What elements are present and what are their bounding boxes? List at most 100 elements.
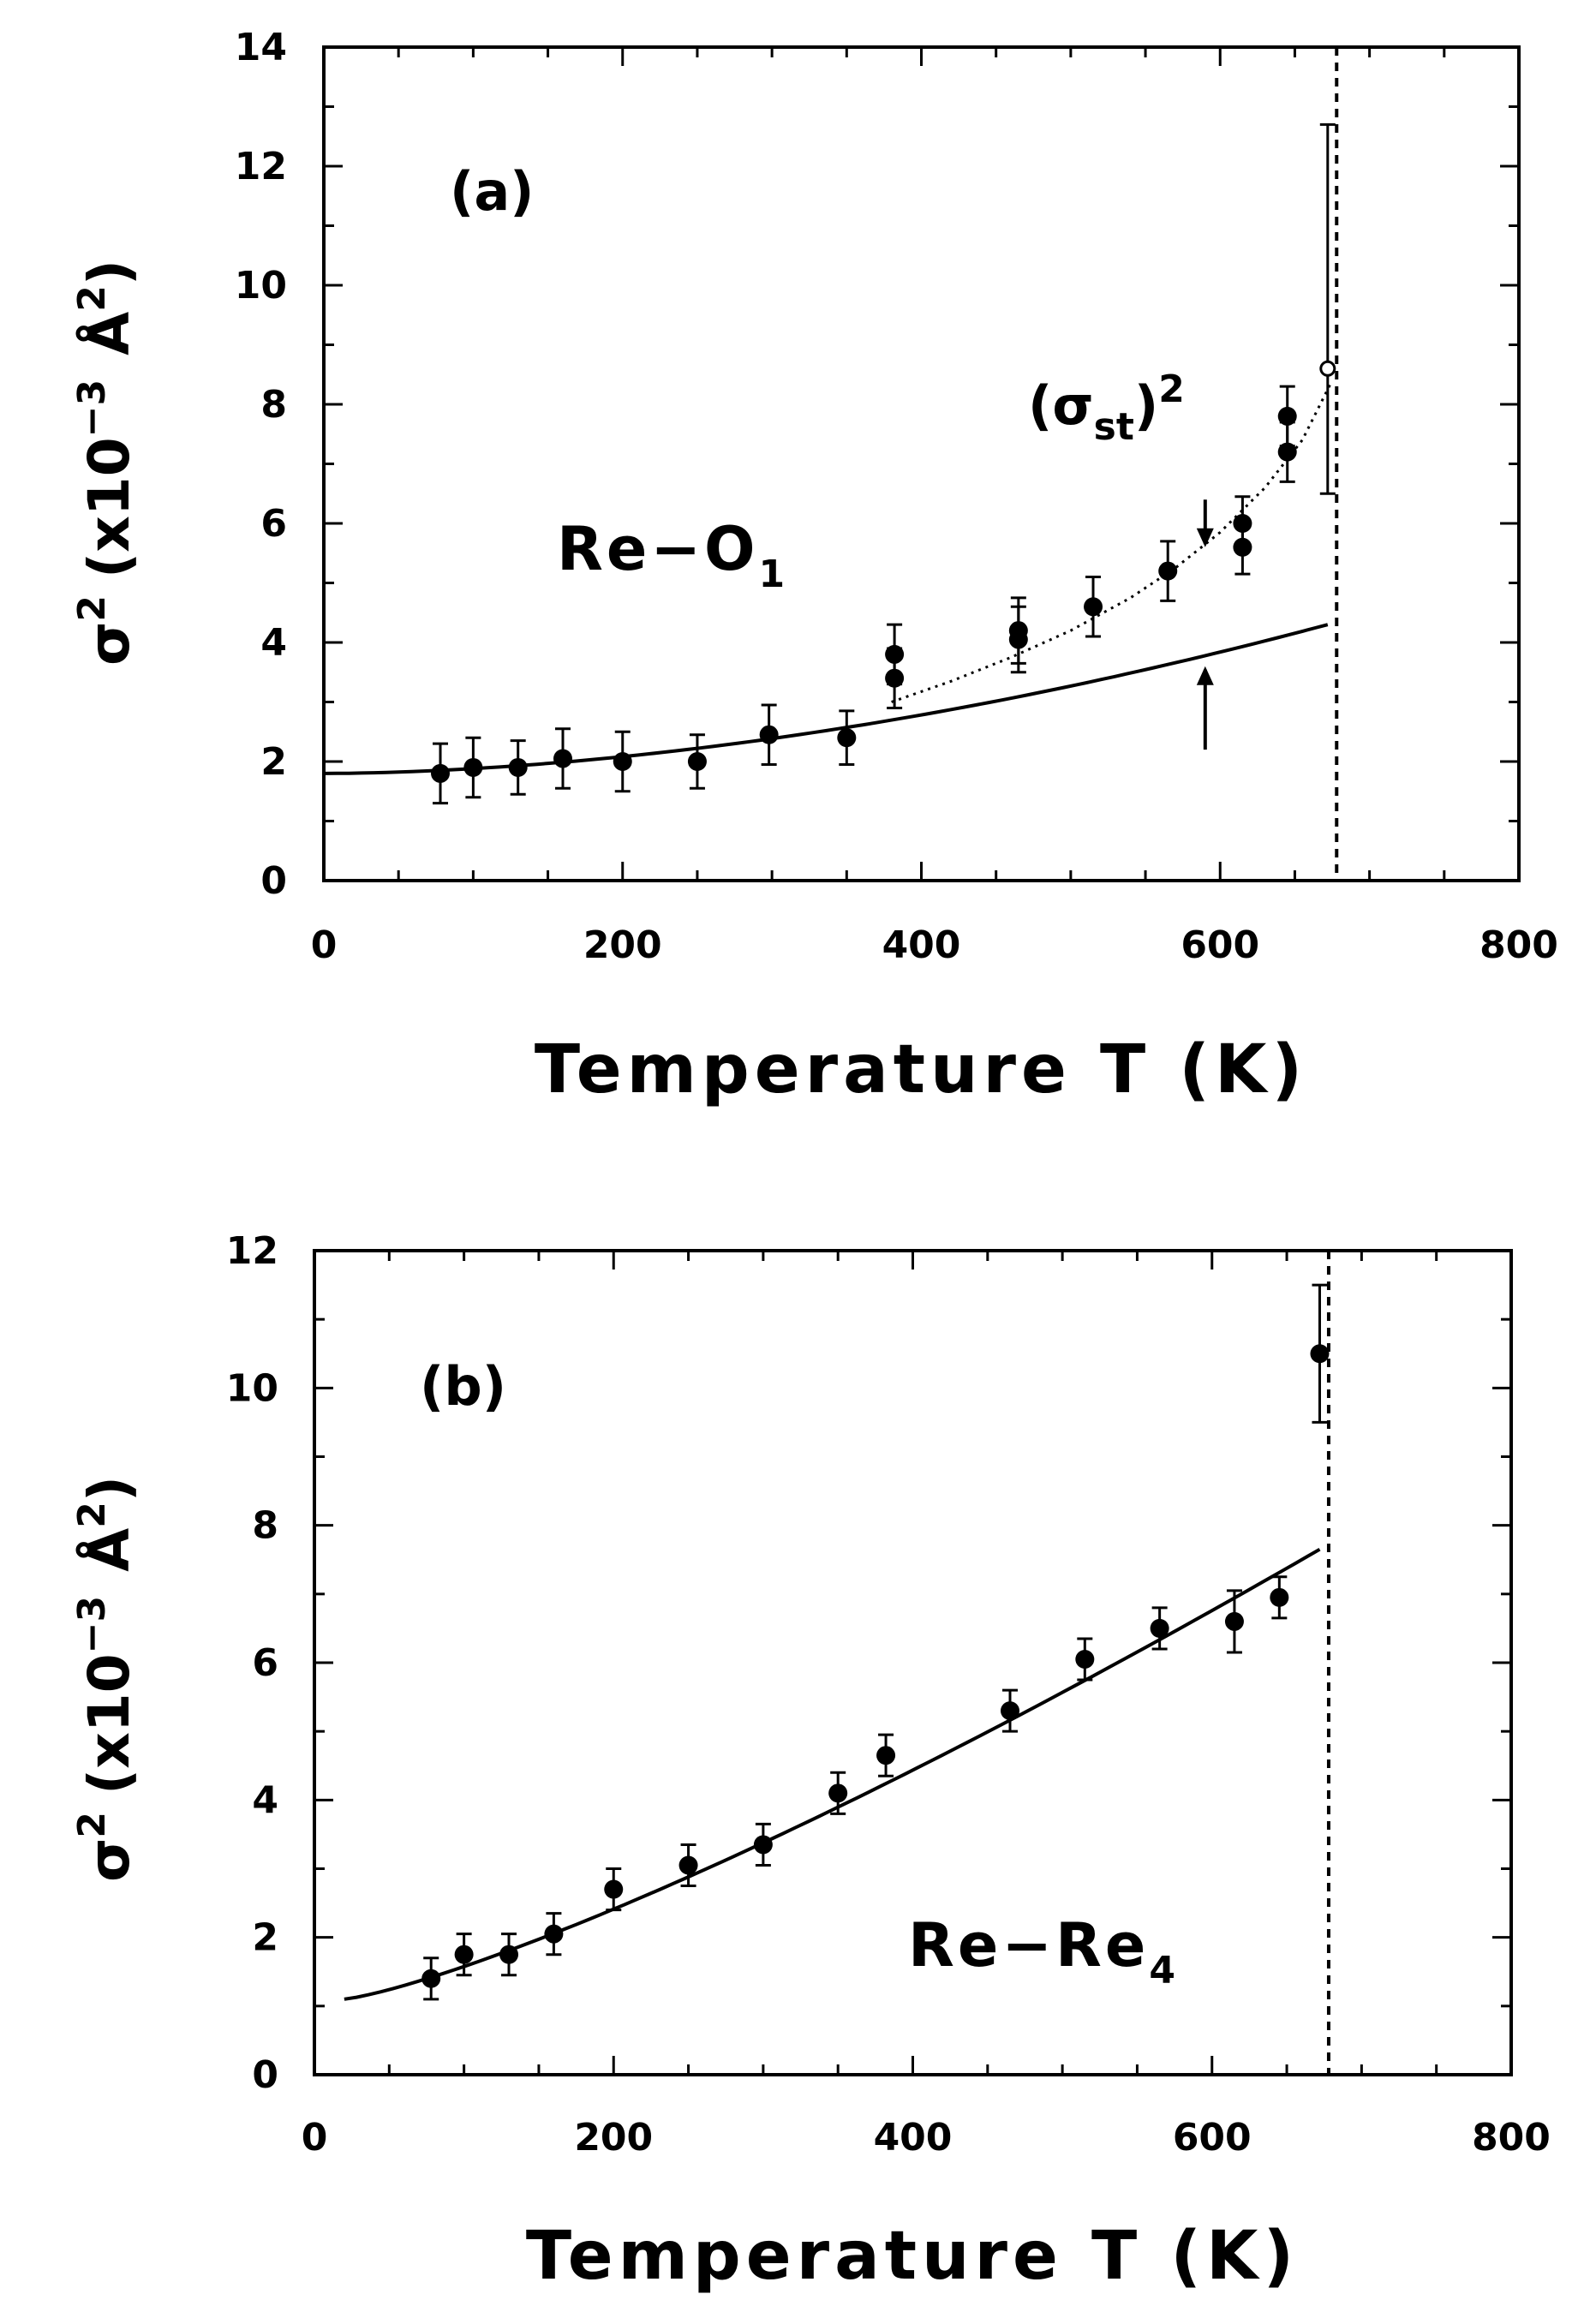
data-point: [463, 736, 483, 799]
x-tick-label: 800: [1472, 2116, 1551, 2160]
data-point: [1277, 421, 1297, 483]
marker: [463, 757, 483, 777]
data-point: [1319, 122, 1336, 495]
data-point: [885, 647, 905, 709]
data-point: [454, 1933, 474, 1977]
arrows-a: [1196, 499, 1214, 750]
panel-label-b: (b): [420, 1355, 506, 1418]
x-tick-label: 400: [874, 2116, 953, 2160]
series-label-a: Re−O1: [557, 514, 788, 596]
data-point: [876, 1733, 896, 1777]
data-point: [687, 733, 707, 790]
data-point: [1310, 1283, 1330, 1424]
y-axis-title-b: σ2(x10−3Å2): [70, 1476, 142, 1882]
marker: [1224, 1611, 1244, 1631]
x-tick-label: 200: [574, 2116, 653, 2160]
data-point: [613, 730, 632, 793]
marker: [1084, 597, 1103, 617]
x-tick-label: 600: [1181, 923, 1259, 967]
x-tick-labels-b: 0 200 400 600 800: [302, 2116, 1551, 2160]
panel-b: 0 200 400 600 800 0 2 4 6 8 10 12 (b) Re−Re4 σ2(x1…: [70, 1229, 1551, 2295]
marker: [1150, 1618, 1169, 1638]
marker: [1310, 1344, 1330, 1364]
marker: [828, 1783, 848, 1803]
marker: [753, 1835, 773, 1855]
panel-label-a: (a): [450, 160, 535, 223]
y-tick-label: 14: [235, 26, 287, 69]
data-point: [1008, 605, 1028, 674]
data-point: [431, 742, 451, 805]
data-point: [421, 1957, 441, 2001]
y-tick-label: 6: [260, 502, 287, 546]
y-tick-label: 10: [226, 1366, 278, 1410]
marker: [1277, 442, 1297, 462]
marker: [613, 752, 632, 771]
data-points-a: [431, 122, 1336, 805]
y-tick-label: 4: [252, 1778, 278, 1822]
marker: [1319, 360, 1336, 377]
data-point: [499, 1933, 519, 1977]
y-tick-label: 8: [260, 383, 287, 427]
data-point: [604, 1867, 624, 1912]
y-tick-label: 0: [252, 2053, 278, 2097]
y-tick-label: 10: [235, 264, 287, 308]
data-point: [1001, 1688, 1020, 1733]
arrow-down-head: [1196, 528, 1214, 547]
y-tick-label: 6: [252, 1641, 278, 1685]
data-point: [1224, 1589, 1244, 1654]
marker: [1233, 537, 1252, 557]
x-tick-label: 0: [302, 2116, 328, 2160]
panel-a: 0 200 400 600 800 0 2 4 6 8 10 12 14 (a) Re−O1 (σst…: [70, 26, 1558, 1108]
marker: [678, 1855, 698, 1875]
y-tick-label: 2: [260, 740, 287, 784]
data-point: [1233, 519, 1252, 576]
x-axis-title-a: Temperature T (K): [535, 1031, 1307, 1108]
marker: [837, 728, 857, 748]
data-point: [544, 1912, 564, 1957]
tick-marks-a: [322, 45, 1521, 882]
y-tick-label: 0: [260, 859, 287, 903]
annotation-sigma-st: (σst)2: [1028, 367, 1185, 449]
marker: [1270, 1587, 1289, 1607]
marker: [431, 763, 451, 783]
y-tick-labels-a: 0 2 4 6 8 10 12 14: [235, 26, 287, 903]
arrow-up-head: [1196, 666, 1214, 685]
data-points-b: [421, 1283, 1330, 2001]
marker: [1075, 1649, 1095, 1669]
x-tick-label: 800: [1479, 923, 1558, 967]
tick-marks-b: [313, 1249, 1513, 2076]
data-point: [1270, 1575, 1289, 1620]
series-label-b: Re−Re4: [908, 1910, 1179, 1992]
y-tick-label: 12: [235, 145, 287, 188]
y-axis-title-a: σ2(x10−3Å2): [70, 260, 142, 666]
data-point: [1150, 1606, 1169, 1651]
data-point: [508, 739, 528, 796]
marker: [876, 1746, 896, 1765]
data-point: [1084, 576, 1103, 638]
marker: [1158, 561, 1178, 581]
fit-curve-b: [344, 1547, 1321, 2001]
x-tick-label: 400: [882, 923, 961, 967]
x-tick-labels-a: 0 200 400 600 800: [311, 923, 1558, 967]
x-tick-label: 600: [1173, 2116, 1252, 2160]
marker: [421, 1968, 441, 1988]
marker: [885, 668, 905, 688]
fit-curve-a: [323, 623, 1329, 775]
marker: [553, 749, 572, 768]
y-tick-label: 2: [252, 1916, 278, 1960]
marker: [544, 1924, 564, 1944]
y-tick-label: 12: [226, 1229, 278, 1273]
data-point: [1158, 540, 1178, 602]
marker: [687, 752, 707, 771]
data-point: [753, 1822, 773, 1867]
y-tick-label: 8: [252, 1504, 278, 1548]
marker: [604, 1879, 624, 1899]
marker: [454, 1945, 474, 1964]
data-point: [759, 703, 779, 766]
marker: [508, 757, 528, 777]
marker: [1008, 630, 1028, 649]
data-point: [828, 1771, 848, 1815]
x-tick-label: 200: [583, 923, 662, 967]
data-point: [837, 709, 857, 766]
